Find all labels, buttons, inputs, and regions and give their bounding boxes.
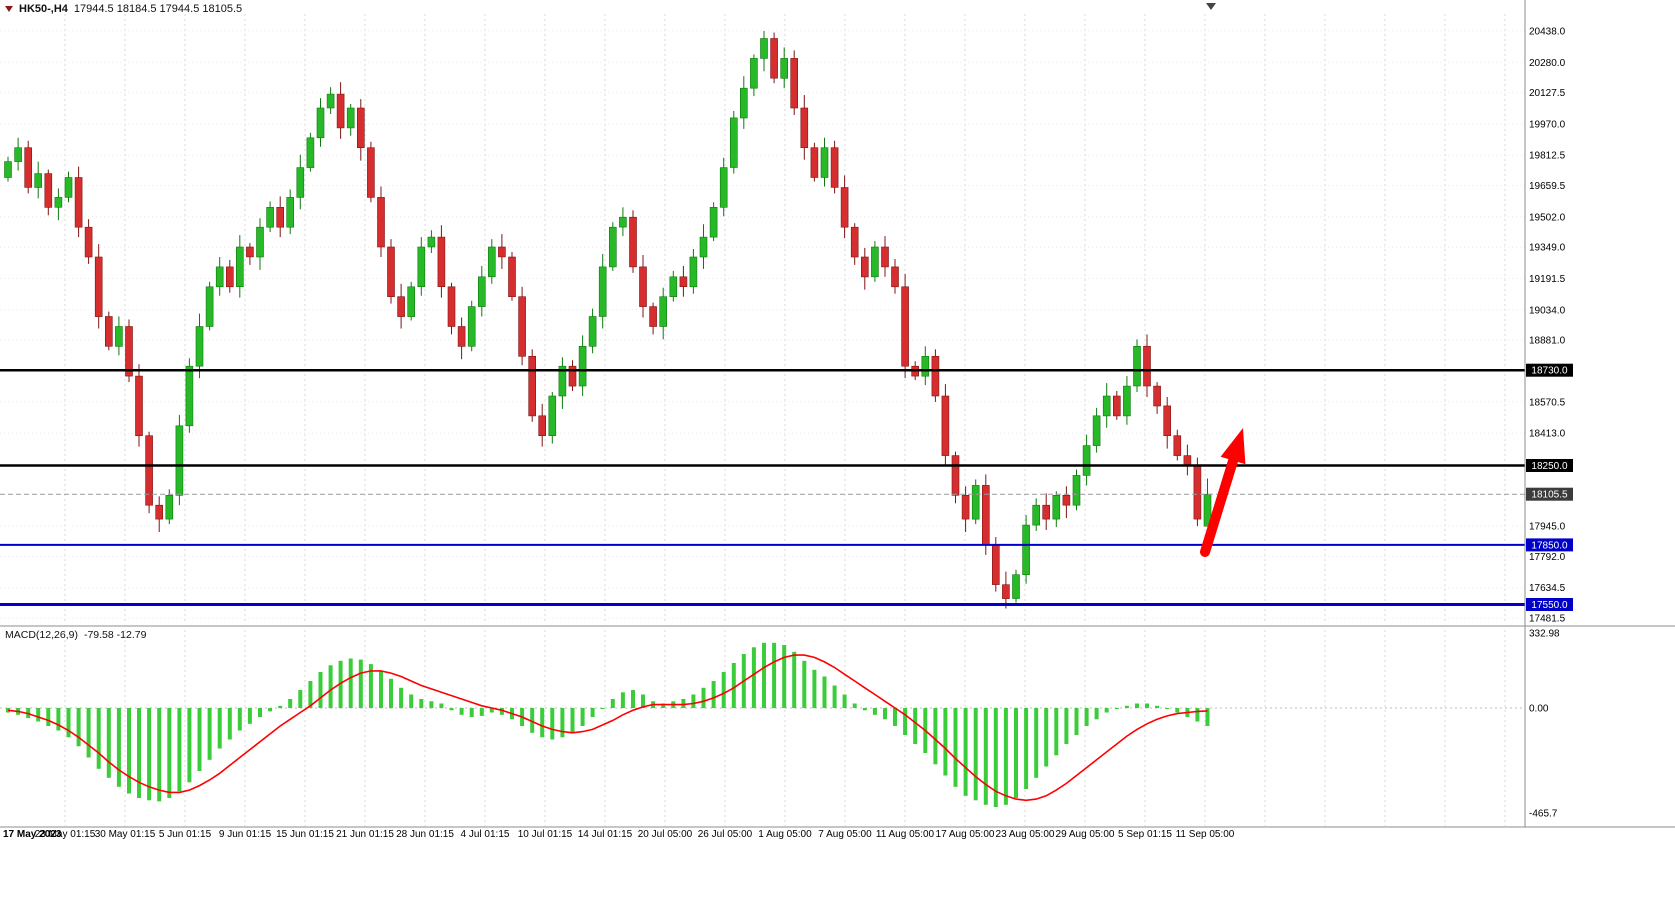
price-axis[interactable]: 18730.0 18250.0 18105.5 17850.0 17550.0 20438… xyxy=(1526,27,1573,820)
svg-text:26 Jul 05:00: 26 Jul 05:00 xyxy=(698,829,753,840)
svg-text:20 Jul 05:00: 20 Jul 05:00 xyxy=(638,829,693,840)
candlesticks xyxy=(4,31,1212,609)
svg-text:0.00: 0.00 xyxy=(1529,704,1549,715)
svg-text:20127.5: 20127.5 xyxy=(1529,88,1566,99)
svg-text:20438.0: 20438.0 xyxy=(1529,27,1566,38)
svg-text:332.98: 332.98 xyxy=(1529,629,1560,640)
svg-text:18105.5: 18105.5 xyxy=(1531,490,1568,501)
symbol-ohlc-header: HK50-,H4 17944.5 18184.5 17944.5 18105.5 xyxy=(5,3,242,15)
svg-text:17850.0: 17850.0 xyxy=(1531,540,1568,551)
svg-text:17 May 2023: 17 May 2023 xyxy=(3,829,62,840)
svg-text:17 Aug 05:00: 17 Aug 05:00 xyxy=(936,829,995,840)
svg-text:17945.0: 17945.0 xyxy=(1529,522,1566,533)
svg-text:4 Jul 01:15: 4 Jul 01:15 xyxy=(461,829,510,840)
svg-text:18881.0: 18881.0 xyxy=(1529,336,1566,347)
macd-name: MACD(12,26,9) xyxy=(5,629,78,641)
horizontal-level-lines[interactable] xyxy=(0,368,1525,606)
svg-text:17550.0: 17550.0 xyxy=(1531,600,1568,611)
grid-lines xyxy=(0,14,1525,826)
panel-frame xyxy=(0,0,1675,828)
svg-text:29 Aug 05:00: 29 Aug 05:00 xyxy=(1056,829,1115,840)
symbol-marker-icon[interactable] xyxy=(5,6,13,12)
trend-arrow[interactable] xyxy=(1200,428,1246,557)
svg-text:28 Jun 01:15: 28 Jun 01:15 xyxy=(396,829,454,840)
ohlc-values: 17944.5 18184.5 17944.5 18105.5 xyxy=(73,3,243,15)
svg-text:19349.0: 19349.0 xyxy=(1529,243,1566,254)
macd-values: -79.58 -12.79 xyxy=(83,629,147,641)
svg-text:18250.0: 18250.0 xyxy=(1531,461,1568,472)
svg-text:18570.5: 18570.5 xyxy=(1529,397,1566,408)
svg-text:23 May 01:15: 23 May 01:15 xyxy=(35,829,96,840)
svg-text:18730.0: 18730.0 xyxy=(1531,366,1568,377)
macd-indicator xyxy=(0,642,1525,807)
svg-text:14 Jul 01:15: 14 Jul 01:15 xyxy=(578,829,633,840)
svg-text:20280.0: 20280.0 xyxy=(1529,58,1566,69)
svg-text:7 Aug 05:00: 7 Aug 05:00 xyxy=(818,829,872,840)
svg-text:30 May 01:15: 30 May 01:15 xyxy=(95,829,156,840)
svg-text:19034.0: 19034.0 xyxy=(1529,305,1566,316)
svg-text:18413.0: 18413.0 xyxy=(1529,429,1566,440)
macd-label: MACD(12,26,9) -79.58 -12.79 xyxy=(5,629,146,641)
svg-text:5 Jun 01:15: 5 Jun 01:15 xyxy=(159,829,212,840)
svg-text:5 Sep 01:15: 5 Sep 01:15 xyxy=(1118,829,1172,840)
svg-text:17792.0: 17792.0 xyxy=(1529,552,1566,563)
svg-text:11 Aug 05:00: 11 Aug 05:00 xyxy=(876,829,935,840)
svg-text:15 Jun 01:15: 15 Jun 01:15 xyxy=(276,829,334,840)
svg-text:17634.5: 17634.5 xyxy=(1529,583,1566,594)
svg-text:17481.5: 17481.5 xyxy=(1529,614,1566,625)
svg-text:1 Aug 05:00: 1 Aug 05:00 xyxy=(758,829,812,840)
svg-text:10 Jul 01:15: 10 Jul 01:15 xyxy=(518,829,573,840)
svg-text:9 Jun 01:15: 9 Jun 01:15 xyxy=(219,829,272,840)
svg-text:23 Aug 05:00: 23 Aug 05:00 xyxy=(996,829,1055,840)
svg-text:11 Sep 05:00: 11 Sep 05:00 xyxy=(1176,829,1235,840)
svg-text:19659.5: 19659.5 xyxy=(1529,181,1566,192)
symbol-period: HK50-,H4 xyxy=(19,3,68,15)
svg-text:19191.5: 19191.5 xyxy=(1529,274,1566,285)
svg-text:19812.5: 19812.5 xyxy=(1529,151,1566,162)
svg-text:21 Jun 01:15: 21 Jun 01:15 xyxy=(336,829,394,840)
svg-text:19970.0: 19970.0 xyxy=(1529,119,1566,130)
svg-text:19502.0: 19502.0 xyxy=(1529,212,1566,223)
svg-text:-465.7: -465.7 xyxy=(1529,808,1558,819)
